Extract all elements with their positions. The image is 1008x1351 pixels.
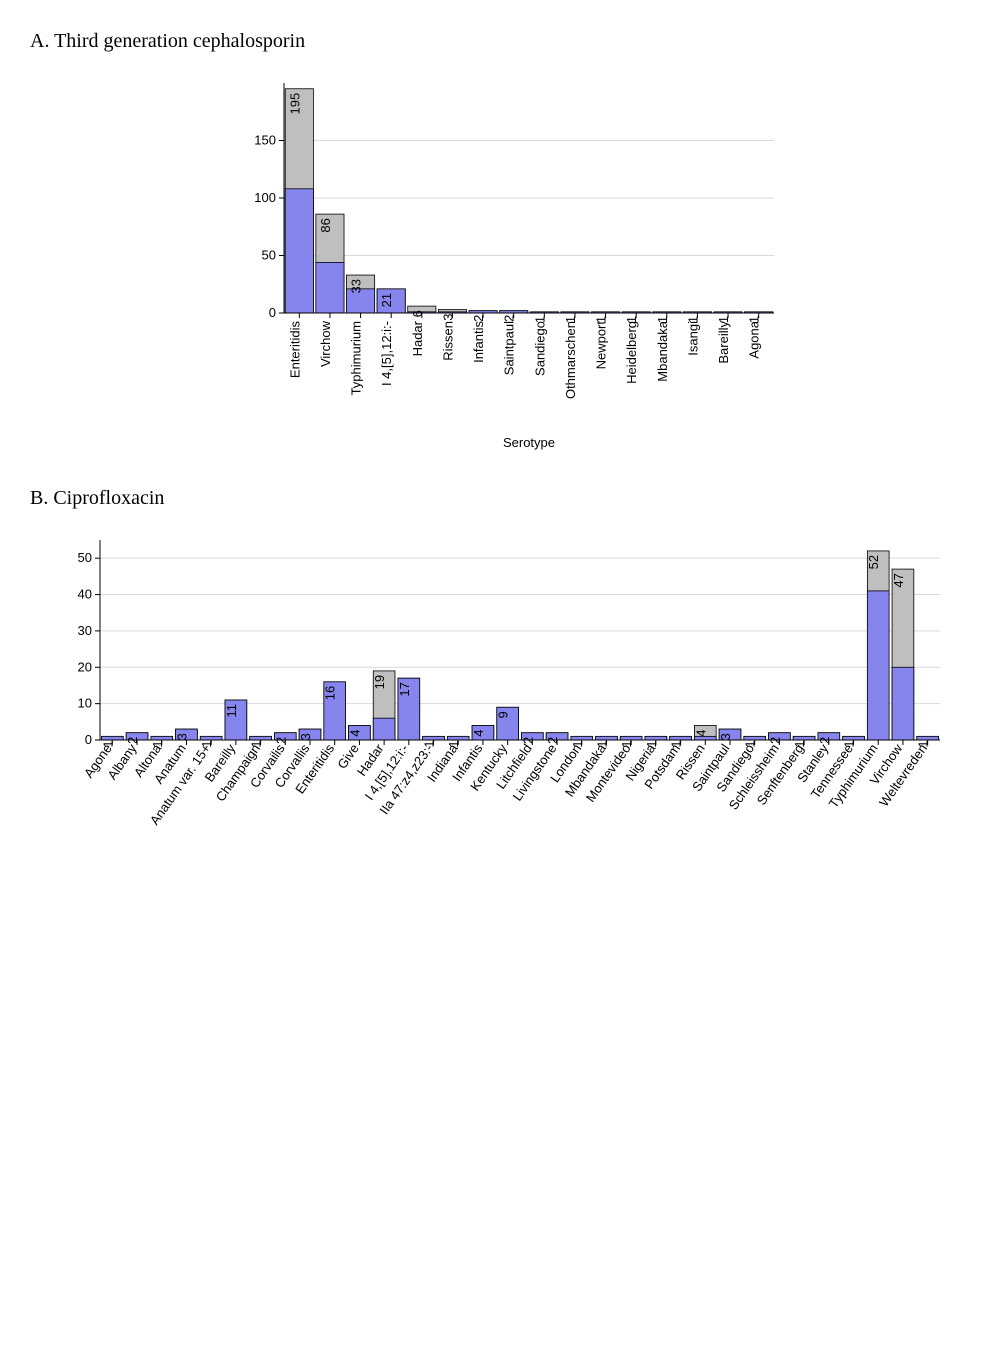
category-label: Typhimurium [349, 321, 364, 395]
category-label: Rissen [440, 321, 455, 361]
y-tick-label: 150 [254, 133, 276, 148]
bar-total-label: 86 [318, 218, 333, 232]
bar-total-label: 4 [471, 729, 486, 736]
bar-value [101, 736, 123, 740]
category-label: Bareilly [716, 321, 731, 364]
bar-total-label: 33 [349, 279, 364, 293]
bar-value [151, 736, 173, 740]
bar-total-label: 195 [287, 93, 302, 115]
category-label: Agona [747, 320, 762, 358]
bar-value [373, 718, 395, 740]
bar-total-label: 52 [866, 555, 881, 569]
category-label: Infantis [471, 321, 486, 363]
bar-value [793, 736, 815, 740]
bar-total-label: 16 [323, 686, 338, 700]
bar-total-label: 21 [379, 293, 394, 307]
bar-total-label: 17 [397, 682, 412, 696]
bar-value [285, 189, 313, 313]
chart-ciprofloxacin: 010203040501Agone2Albany1Altona3Anatum1A… [50, 530, 950, 870]
bar-total-label: 4 [347, 729, 362, 736]
category-label: Heidelberg [624, 321, 639, 384]
bar-value [867, 591, 889, 740]
bar-value [200, 736, 222, 740]
bar-value [670, 736, 692, 740]
bar-total-label: 2 [502, 315, 517, 322]
bar-value [250, 736, 272, 740]
bar-total-label: 3 [298, 733, 313, 740]
bar-total-label: 4 [693, 729, 708, 736]
bar-value [316, 262, 344, 313]
bar-value [744, 736, 766, 740]
panel-b-title: B. Ciprofloxacin [30, 487, 988, 510]
y-tick-label: 50 [78, 550, 92, 565]
bar-total-label: 9 [496, 711, 511, 718]
category-label: Sandiego [532, 321, 547, 376]
category-label: Enteritidis [287, 321, 302, 379]
y-tick-label: 0 [269, 305, 276, 320]
category-label: Virchow [318, 320, 333, 367]
y-tick-label: 30 [78, 623, 92, 638]
category-label: Isangi [685, 321, 700, 356]
bar-value [645, 736, 667, 740]
category-label: Hadar [410, 320, 425, 356]
bar-total-label: 6 [410, 310, 425, 317]
category-label: I 4,[5],12:i:- [379, 321, 394, 386]
category-label: Saintpaul [502, 321, 517, 375]
bar-total-label: 3 [174, 733, 189, 740]
bar-value [596, 736, 618, 740]
y-tick-label: 100 [254, 190, 276, 205]
panel-a-title: A. Third generation cephalosporin [30, 30, 988, 53]
bar-total-label: 19 [372, 675, 387, 689]
y-tick-label: 0 [85, 732, 92, 747]
bar-total-label: 11 [224, 704, 239, 718]
y-tick-label: 50 [262, 248, 276, 263]
y-tick-label: 40 [78, 587, 92, 602]
bar-total-label: 3 [718, 733, 733, 740]
bar-value [917, 736, 939, 740]
bar-value [620, 736, 642, 740]
bar-value [843, 736, 865, 740]
y-tick-label: 20 [78, 659, 92, 674]
bar-total-label: 47 [891, 573, 906, 587]
bar-value [892, 667, 914, 740]
chart-cephalosporin: 0 50 100 150 195 Enteritidis 86 Virchow 33 Typhim… [224, 73, 784, 457]
bar-value [423, 736, 445, 740]
bar-value [447, 736, 469, 740]
y-tick-label: 10 [78, 696, 92, 711]
category-label: Mbandaka [655, 320, 670, 381]
bar-value [571, 736, 593, 740]
category-label: Othmarschen [563, 321, 578, 399]
bar-total-label: 3 [440, 314, 455, 321]
bar-total-label: 2 [471, 315, 486, 322]
x-axis-label: Serotype [503, 435, 555, 450]
category-label: Newport [594, 321, 609, 370]
